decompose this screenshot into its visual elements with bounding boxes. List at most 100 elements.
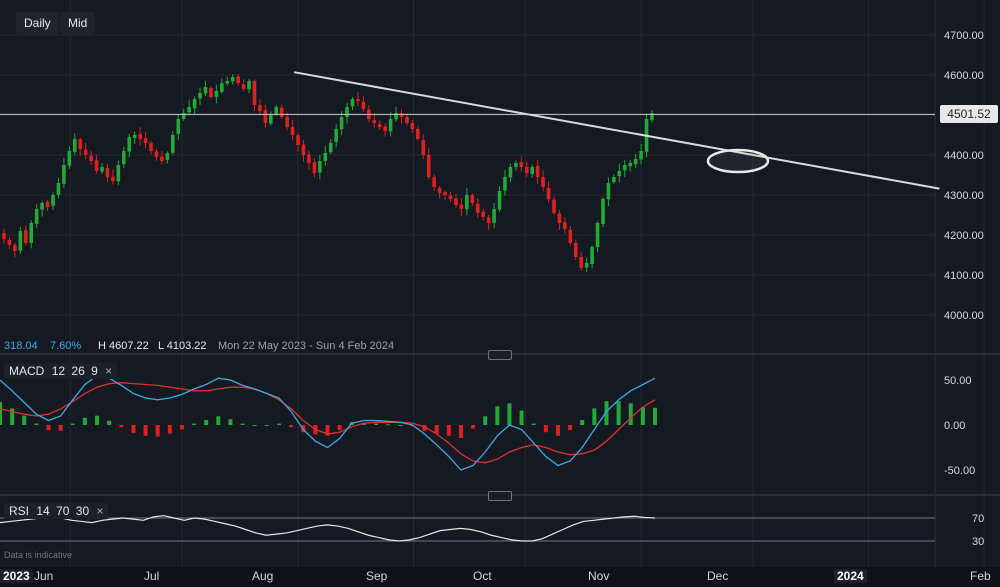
macd-histogram-bar bbox=[82, 417, 87, 425]
candle-body bbox=[220, 83, 224, 92]
candle-body bbox=[285, 116, 289, 127]
candle-body bbox=[143, 138, 148, 143]
candle-body bbox=[328, 143, 333, 153]
macd-histogram-bar bbox=[628, 403, 633, 425]
candle-body bbox=[187, 107, 191, 113]
macd-histogram-bar bbox=[495, 406, 500, 425]
macd-histogram-bar bbox=[398, 425, 403, 426]
candle-body bbox=[94, 160, 99, 171]
x-label-aug: Aug bbox=[252, 569, 274, 583]
candle-body bbox=[29, 223, 34, 244]
candle-body bbox=[192, 99, 197, 109]
candle-body bbox=[116, 165, 121, 182]
macd-histogram-bar bbox=[95, 415, 100, 425]
candle-body bbox=[236, 76, 240, 83]
pane-resize-handle[interactable] bbox=[488, 491, 512, 501]
candle-body bbox=[486, 217, 491, 223]
candle-body bbox=[339, 117, 344, 130]
macd-histogram-bar bbox=[289, 425, 294, 428]
chart-annotations bbox=[0, 71, 940, 190]
timeframe-button[interactable]: Daily bbox=[16, 12, 59, 34]
pane-resize-handle[interactable] bbox=[488, 350, 512, 360]
macd-slow: 26 bbox=[71, 364, 85, 378]
candle-body bbox=[595, 223, 600, 248]
info-percent-change: 7.60% bbox=[50, 340, 82, 352]
price-tick-label: 4000.00 bbox=[944, 310, 984, 322]
macd-tick-label: 50.00 bbox=[944, 375, 972, 387]
rsi-close-icon[interactable]: × bbox=[96, 504, 104, 518]
candle-body bbox=[639, 151, 643, 160]
candle-body bbox=[105, 168, 110, 177]
x-label-jul: Jul bbox=[144, 569, 160, 583]
macd-histogram-bar bbox=[568, 425, 573, 431]
macd-name: MACD bbox=[9, 364, 45, 378]
candle-body bbox=[557, 213, 562, 223]
candle-body bbox=[426, 154, 431, 177]
macd-histogram-bar bbox=[616, 401, 621, 425]
info-date-range: Mon 22 May 2023 - Sun 4 Feb 2024 bbox=[218, 340, 395, 352]
highlight-ellipse bbox=[706, 148, 770, 174]
candle-body bbox=[535, 165, 540, 177]
macd-histogram-bar bbox=[0, 401, 2, 425]
price-candles bbox=[2, 73, 654, 272]
macd-tick-label: 0.00 bbox=[944, 420, 965, 432]
macd-histogram-bar bbox=[592, 408, 597, 425]
candle-body bbox=[100, 167, 104, 172]
candle-body bbox=[372, 120, 377, 123]
candle-body bbox=[62, 165, 66, 184]
candle-body bbox=[606, 183, 611, 200]
rsi-tick-label: 70 bbox=[972, 513, 984, 525]
macd-close-icon[interactable]: × bbox=[105, 364, 113, 378]
chart-grid bbox=[0, 0, 1000, 567]
candle-body bbox=[78, 139, 83, 149]
candle-body bbox=[524, 166, 529, 173]
candle-body bbox=[154, 151, 159, 157]
candle-body bbox=[13, 244, 17, 251]
info-high: H 4607.22 bbox=[98, 340, 149, 352]
candle-body bbox=[394, 113, 398, 120]
candle-body bbox=[176, 119, 181, 134]
macd-histogram-bar bbox=[337, 425, 342, 431]
x-label-nov: Nov bbox=[588, 569, 610, 583]
candle-body bbox=[437, 188, 442, 193]
x-label-2023: 2023 bbox=[0, 569, 33, 583]
info-low: L 4103.22 bbox=[158, 340, 207, 352]
price-type-button[interactable]: Mid bbox=[60, 12, 96, 34]
candle-body bbox=[573, 243, 578, 257]
time-axis[interactable]: 2023 Jun Jul Aug Sep Oct Nov Dec 2024 Fe… bbox=[0, 567, 1000, 587]
macd-histogram-bar bbox=[604, 401, 609, 425]
resistance-trendline bbox=[293, 71, 940, 190]
candle-body bbox=[149, 142, 153, 151]
candle-body bbox=[508, 167, 513, 178]
price-tick-label: 4700.00 bbox=[944, 30, 984, 42]
candle-body bbox=[514, 163, 518, 167]
macd-histogram-bar bbox=[276, 423, 281, 425]
x-label-2024: 2024 bbox=[834, 569, 867, 583]
price-axis: 4700.004600.004500.004400.004300.004200.… bbox=[944, 30, 984, 322]
candle-body bbox=[421, 140, 426, 155]
candle-body bbox=[383, 126, 387, 131]
macd-histogram-bar bbox=[46, 425, 51, 431]
candle-body bbox=[443, 192, 447, 195]
x-label-jun: Jun bbox=[34, 569, 54, 583]
info-value-change: 318.04 bbox=[4, 340, 38, 352]
candle-body bbox=[633, 159, 638, 165]
candle-body bbox=[388, 119, 393, 132]
candle-body bbox=[459, 204, 464, 209]
candle-body bbox=[323, 153, 328, 161]
macd-histogram-bar bbox=[471, 425, 476, 429]
x-label-feb: Feb bbox=[970, 569, 991, 583]
price-tick-label: 4400.00 bbox=[944, 150, 984, 162]
rsi-pane: 70 30 bbox=[0, 513, 984, 548]
macd-histogram-bar bbox=[34, 423, 39, 425]
candle-body bbox=[350, 99, 355, 107]
macd-label[interactable]: MACD 12 26 9 × bbox=[4, 363, 118, 379]
candle-body bbox=[209, 88, 213, 97]
rsi-label[interactable]: RSI 14 70 30 × bbox=[4, 503, 109, 519]
candle-body bbox=[622, 165, 627, 171]
macd-histogram-bar bbox=[179, 425, 184, 430]
macd-histogram-bar bbox=[10, 408, 15, 425]
candle-body bbox=[263, 109, 268, 123]
candle-body bbox=[448, 195, 453, 199]
candle-body bbox=[274, 107, 279, 115]
